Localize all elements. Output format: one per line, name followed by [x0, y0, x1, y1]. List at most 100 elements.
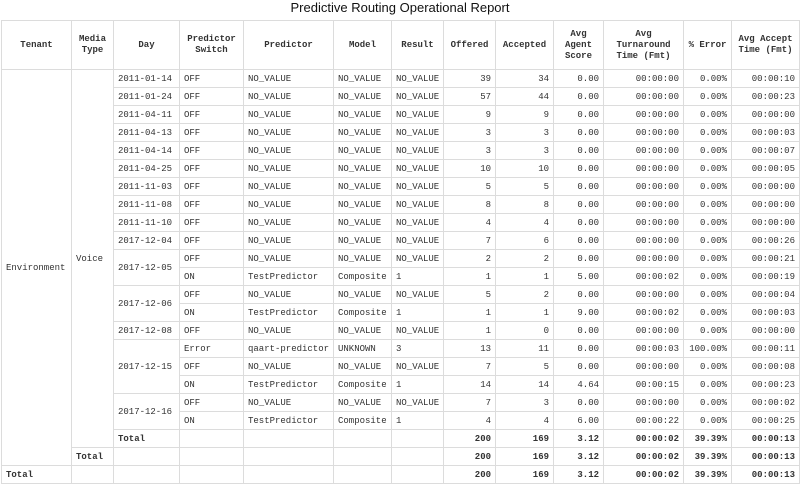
cell: 0.00%: [683, 213, 732, 232]
cell: 00:00:22: [603, 411, 684, 430]
cell: 0.00%: [683, 249, 732, 268]
total-label: Total: [71, 447, 114, 466]
cell: NO_VALUE: [333, 69, 392, 88]
total-cell: 3.12: [553, 429, 604, 448]
cell: 00:00:02: [731, 393, 800, 412]
cell: NO_VALUE: [391, 87, 444, 106]
column-header: Accepted: [495, 20, 554, 70]
column-header: Avg Agent Score: [553, 20, 604, 70]
cell: 00:00:02: [603, 267, 684, 286]
empty-cell: [243, 429, 334, 448]
cell: OFF: [179, 285, 244, 304]
cell: 10: [495, 159, 554, 178]
cell: 0.00%: [683, 375, 732, 394]
cell: 11: [495, 339, 554, 358]
cell: NO_VALUE: [243, 159, 334, 178]
column-header: Avg Turnaround Time (Fmt): [603, 20, 684, 70]
cell: 6: [495, 231, 554, 250]
total-cell: 00:00:02: [603, 429, 684, 448]
cell: 00:00:00: [603, 195, 684, 214]
cell: 00:00:00: [603, 123, 684, 142]
cell: 5: [443, 285, 496, 304]
cell: NO_VALUE: [243, 195, 334, 214]
cell: NO_VALUE: [243, 357, 334, 376]
cell: 0.00%: [683, 159, 732, 178]
cell: TestPredictor: [243, 303, 334, 322]
cell: 00:00:11: [731, 339, 800, 358]
day-cell: 2011-11-10: [113, 213, 180, 232]
data-row: 2011-11-08 OFF NO_VALUE NO_VALUE NO_VALUE 8 8 0…: [2, 195, 800, 214]
cell: NO_VALUE: [243, 69, 334, 88]
cell: 00:00:23: [731, 375, 800, 394]
cell: 0.00%: [683, 141, 732, 160]
cell: 0.00: [553, 231, 604, 250]
total-row: Total 200 169 3.12 00:00:02 39.39% 00:00:13: [2, 447, 800, 466]
cell: 4: [443, 411, 496, 430]
empty-cell: [243, 465, 334, 484]
cell: OFF: [179, 321, 244, 340]
total-cell: 200: [443, 447, 496, 466]
cell: 1: [391, 303, 444, 322]
total-cell: 39.39%: [683, 429, 732, 448]
day-cell: 2011-04-25: [113, 159, 180, 178]
cell: OFF: [179, 195, 244, 214]
cell: NO_VALUE: [333, 177, 392, 196]
column-header: Day: [113, 20, 180, 70]
empty-cell: [243, 447, 334, 466]
cell: 34: [495, 69, 554, 88]
cell: NO_VALUE: [391, 285, 444, 304]
cell: 1: [391, 375, 444, 394]
data-row: ON TestPredictor Composite 1 1 1 9.00 00:00:02 0…: [2, 303, 800, 322]
cell: 1: [443, 267, 496, 286]
empty-cell: [71, 465, 114, 484]
cell: 00:00:04: [731, 285, 800, 304]
cell: 2: [495, 285, 554, 304]
cell: 0.00: [553, 357, 604, 376]
cell: ON: [179, 375, 244, 394]
cell: NO_VALUE: [243, 123, 334, 142]
cell: 0.00: [553, 123, 604, 142]
cell: OFF: [179, 87, 244, 106]
cell: 6.00: [553, 411, 604, 430]
cell: NO_VALUE: [391, 123, 444, 142]
cell: OFF: [179, 177, 244, 196]
cell: Composite: [333, 303, 392, 322]
table-body: Environment Voice 2011-01-14 OFF NO_VALUE NO_…: [1, 69, 800, 484]
cell: 00:00:08: [731, 357, 800, 376]
cell: NO_VALUE: [243, 177, 334, 196]
cell: 4: [443, 213, 496, 232]
cell: NO_VALUE: [391, 393, 444, 412]
cell: 1: [495, 267, 554, 286]
empty-cell: [333, 447, 392, 466]
cell: Composite: [333, 375, 392, 394]
cell: 3: [443, 141, 496, 160]
cell: TestPredictor: [243, 375, 334, 394]
cell: 2: [495, 249, 554, 268]
cell: 00:00:23: [731, 87, 800, 106]
cell: 14: [443, 375, 496, 394]
column-header: Result: [391, 20, 444, 70]
cell: UNKNOWN: [333, 339, 392, 358]
cell: 0.00: [553, 285, 604, 304]
cell: 57: [443, 87, 496, 106]
header-row: Tenant Media Type Day Predictor Switch Predi…: [1, 20, 800, 70]
cell: NO_VALUE: [243, 249, 334, 268]
cell: 1: [391, 411, 444, 430]
cell: NO_VALUE: [243, 213, 334, 232]
total-cell: 3.12: [553, 447, 604, 466]
cell: 0.00: [553, 177, 604, 196]
cell: NO_VALUE: [333, 195, 392, 214]
column-header: Tenant: [1, 20, 72, 70]
cell: 0.00%: [683, 177, 732, 196]
data-row: ON TestPredictor Composite 1 1 1 5.00 00:00:02 0…: [2, 267, 800, 286]
cell: NO_VALUE: [391, 141, 444, 160]
cell: NO_VALUE: [333, 123, 392, 142]
cell: 14: [495, 375, 554, 394]
cell: 0.00: [553, 321, 604, 340]
cell: TestPredictor: [243, 267, 334, 286]
cell: NO_VALUE: [391, 195, 444, 214]
total-cell: 169: [495, 447, 554, 466]
cell: 00:00:00: [603, 249, 684, 268]
cell: 44: [495, 87, 554, 106]
cell: 5: [443, 177, 496, 196]
